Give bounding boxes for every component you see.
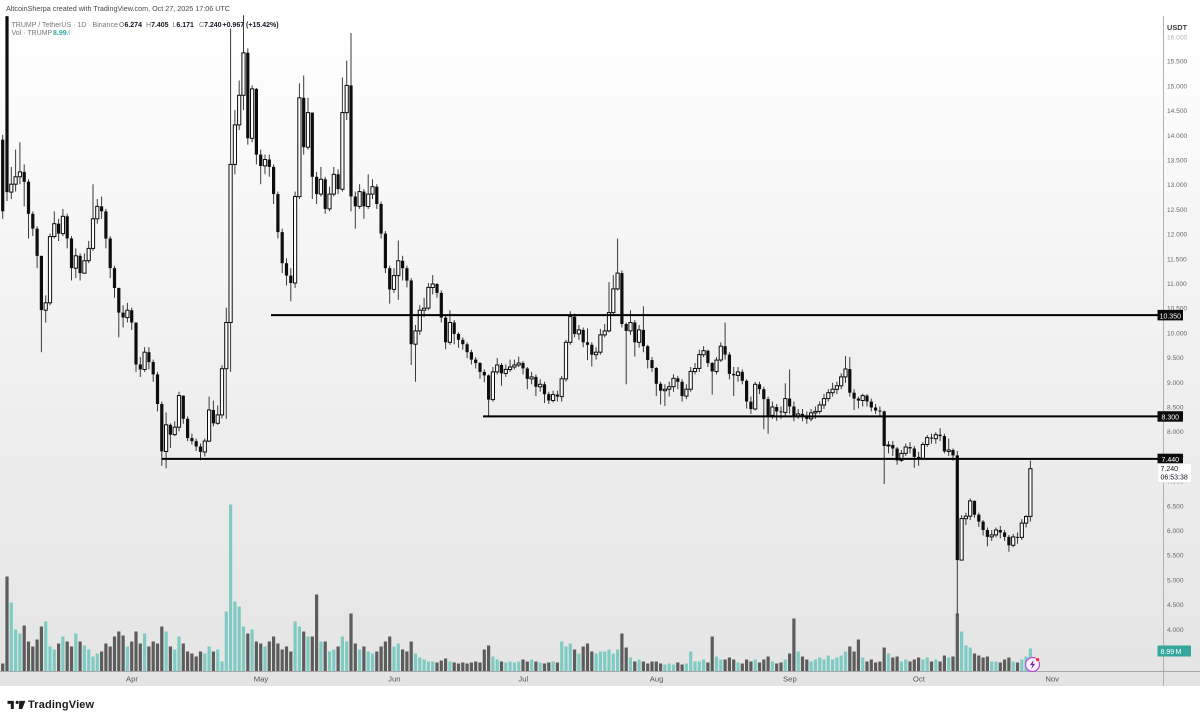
- svg-text:7.240: 7.240: [1161, 466, 1179, 473]
- svg-text:Nov: Nov: [1045, 675, 1059, 684]
- svg-text:Jun: Jun: [388, 675, 400, 684]
- svg-text:Aug: Aug: [650, 675, 664, 684]
- svg-text:USDT: USDT: [1167, 23, 1188, 32]
- svg-text:10.500: 10.500: [1167, 306, 1188, 313]
- svg-text:4.000: 4.000: [1167, 627, 1184, 634]
- svg-text:13.000: 13.000: [1167, 182, 1188, 189]
- svg-text:TRUMP / TetherUS · 1D · Binanc: TRUMP / TetherUS · 1D · BinanceO6.274 H7.…: [12, 22, 279, 29]
- svg-text:8.500: 8.500: [1167, 405, 1184, 412]
- svg-text:Jul: Jul: [518, 675, 528, 684]
- svg-text:15.000: 15.000: [1167, 83, 1188, 90]
- svg-text:AltcoinSherpa created with Tra: AltcoinSherpa created with TradingView.c…: [6, 4, 230, 13]
- svg-text:6.500: 6.500: [1167, 503, 1184, 510]
- svg-text:15.500: 15.500: [1167, 59, 1188, 66]
- svg-text:10.000: 10.000: [1167, 330, 1188, 337]
- svg-text:Oct: Oct: [913, 675, 926, 684]
- svg-text:4.500: 4.500: [1167, 602, 1184, 609]
- svg-text:13.500: 13.500: [1167, 158, 1188, 165]
- svg-text:8.99 M: 8.99 M: [1161, 649, 1182, 656]
- svg-text:9.500: 9.500: [1167, 355, 1184, 362]
- svg-text:11.000: 11.000: [1167, 281, 1187, 288]
- svg-text:7.440: 7.440: [1162, 457, 1180, 464]
- svg-text:12.500: 12.500: [1167, 207, 1188, 214]
- svg-text:5.000: 5.000: [1167, 577, 1184, 584]
- svg-text:16.000: 16.000: [1167, 35, 1188, 42]
- svg-text:Vol · TRUMP 8.99M: Vol · TRUMP 8.99M: [12, 30, 71, 37]
- svg-text:12.000: 12.000: [1167, 232, 1188, 239]
- svg-text:Sep: Sep: [783, 675, 797, 684]
- svg-text:14.000: 14.000: [1167, 133, 1188, 140]
- svg-text:9.000: 9.000: [1167, 380, 1184, 387]
- svg-text:Apr: Apr: [126, 675, 138, 684]
- svg-text:TradingView: TradingView: [28, 699, 95, 711]
- svg-text:8.300: 8.300: [1162, 415, 1180, 422]
- svg-text:10.350: 10.350: [1160, 313, 1182, 320]
- svg-text:6.000: 6.000: [1167, 528, 1184, 535]
- svg-text:May: May: [254, 675, 269, 684]
- svg-text:5.500: 5.500: [1167, 553, 1184, 560]
- svg-text:06:53:38: 06:53:38: [1161, 475, 1188, 482]
- svg-text:11.500: 11.500: [1167, 256, 1187, 263]
- svg-text:14.500: 14.500: [1167, 108, 1188, 115]
- svg-text:8.000: 8.000: [1167, 429, 1184, 436]
